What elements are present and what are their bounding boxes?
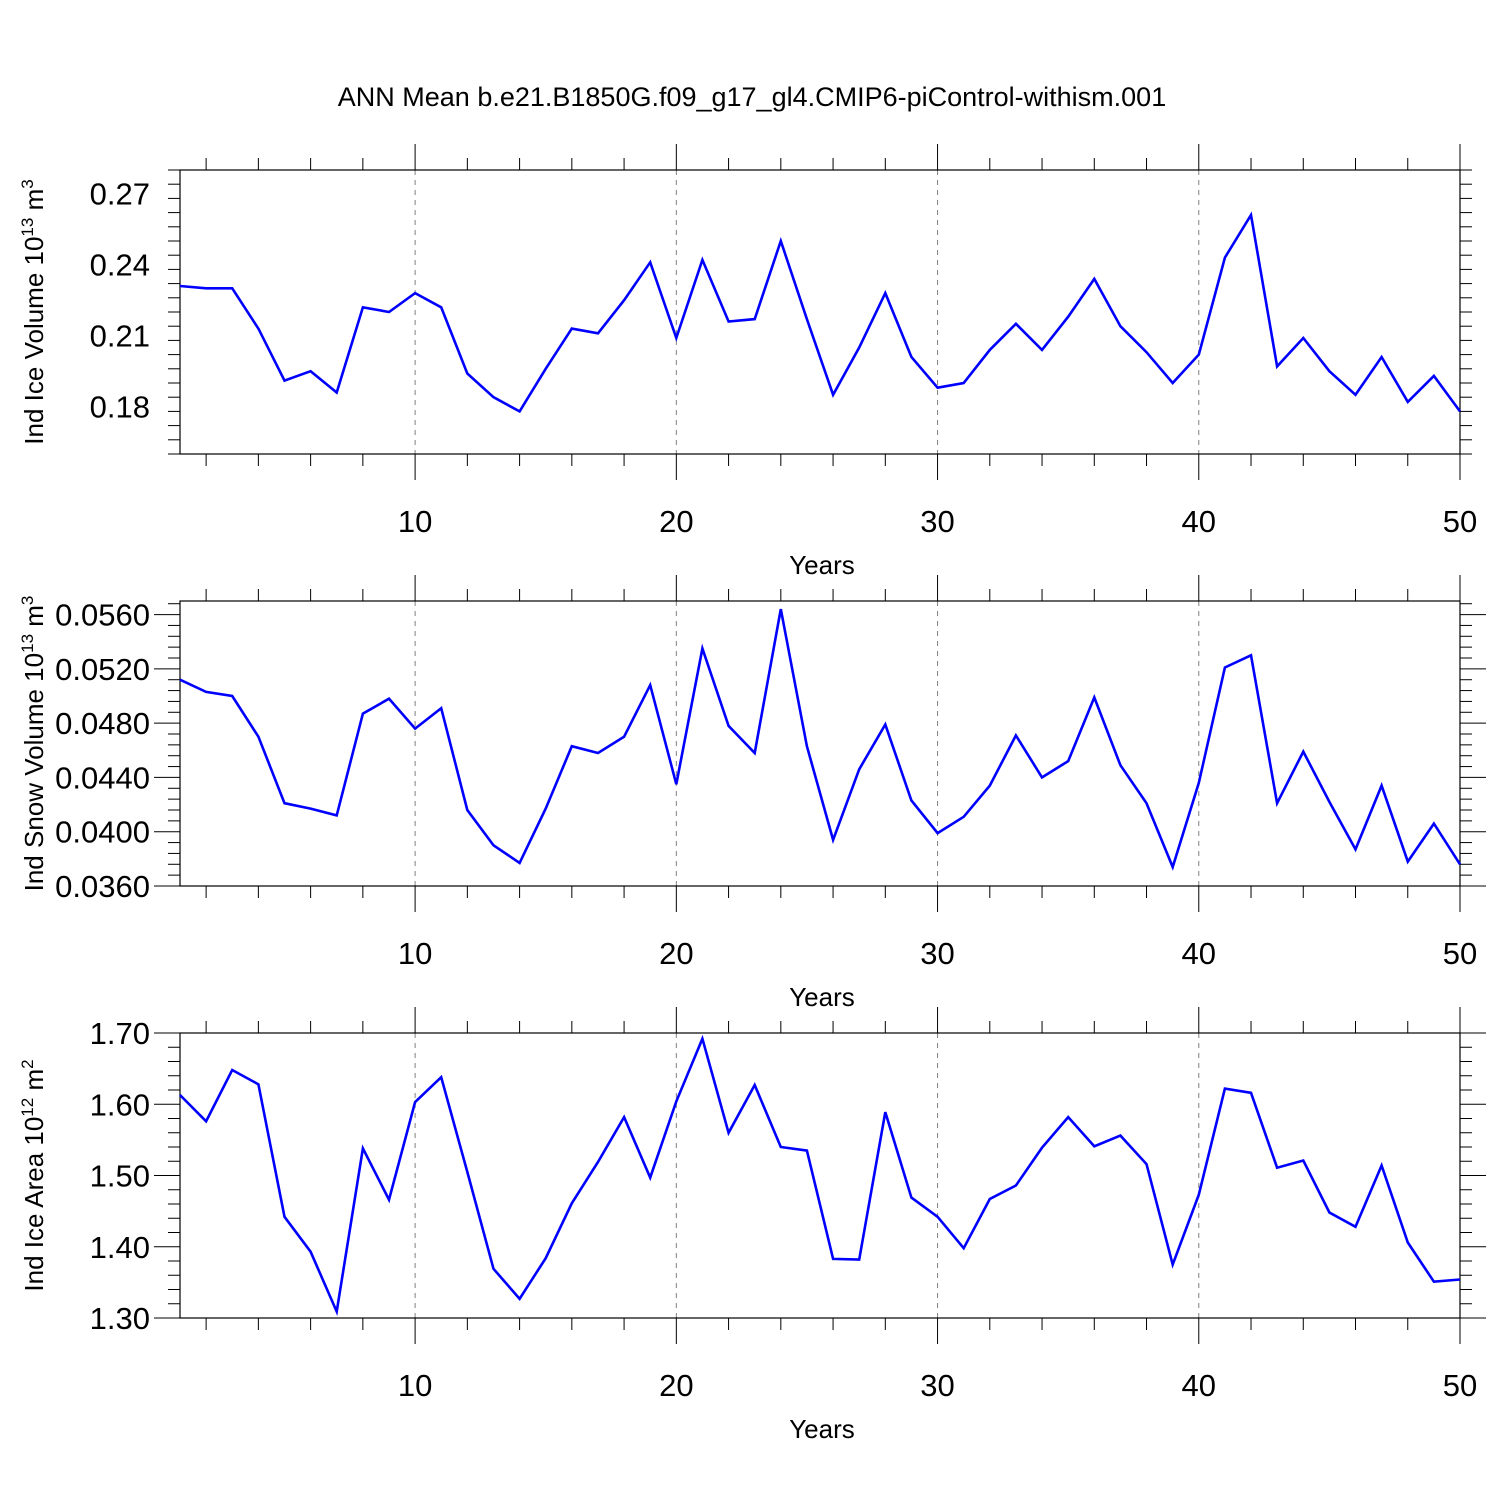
panel-1: 0.18 0.21 0.24 0.27 10 20 30 40 50 Years Ind Ice V… bbox=[18, 144, 1477, 580]
x-tick-label: 50 bbox=[1443, 504, 1477, 539]
y-tick-label: 0.27 bbox=[90, 177, 150, 212]
x-tick-label: 30 bbox=[920, 936, 954, 971]
y-tick-label: 1.30 bbox=[90, 1301, 150, 1336]
y-tick-label: 1.50 bbox=[90, 1159, 150, 1194]
x-tick-label: 30 bbox=[920, 1368, 954, 1403]
panel-2: 0.0360 0.0400 0.0440 0.0480 0.0520 0.0560 10 20… bbox=[18, 575, 1486, 1012]
x-axis-label: Years bbox=[789, 982, 855, 1012]
panel-3: 1.30 1.40 1.50 1.60 1.70 10 20 30 40 50 Years Ind I… bbox=[18, 1007, 1486, 1444]
data-series-line bbox=[179, 608, 1462, 871]
x-axis-label: Years bbox=[789, 550, 855, 580]
y-axis-label: Ind Ice Area 1012 m2 bbox=[18, 1059, 49, 1291]
x-tick-label: 50 bbox=[1443, 1368, 1477, 1403]
x-tick-label: 20 bbox=[659, 504, 693, 539]
y-tick-label: 0.0400 bbox=[55, 815, 150, 850]
y-tick-label: 0.18 bbox=[90, 390, 150, 425]
y-tick-label: 1.60 bbox=[90, 1087, 150, 1122]
data-series-line bbox=[179, 1034, 1461, 1317]
y-tick-label: 0.0520 bbox=[55, 652, 150, 687]
x-tick-label: 10 bbox=[398, 936, 432, 971]
x-tick-label: 50 bbox=[1443, 936, 1477, 971]
x-tick-label: 10 bbox=[398, 1368, 432, 1403]
y-axis-label: Ind Ice Volume 1013 m3 bbox=[18, 179, 49, 444]
y-tick-label: 0.0360 bbox=[55, 869, 150, 904]
x-tick-label: 20 bbox=[659, 936, 693, 971]
x-tick-label: 40 bbox=[1182, 1368, 1216, 1403]
x-axis-label: Years bbox=[789, 1414, 855, 1444]
plot-frame bbox=[179, 1032, 1461, 1319]
plot-frame bbox=[179, 600, 1461, 887]
y-tick-label: 1.70 bbox=[90, 1016, 150, 1051]
y-tick-label: 1.40 bbox=[90, 1230, 150, 1265]
y-tick-label: 0.0480 bbox=[55, 706, 150, 741]
y-tick-label: 0.0560 bbox=[55, 598, 150, 633]
x-tick-label: 40 bbox=[1182, 936, 1216, 971]
y-tick-label: 0.21 bbox=[90, 319, 150, 354]
chart-title: ANN Mean b.e21.B1850G.f09_g17_gl4.CMIP6-… bbox=[338, 82, 1166, 112]
y-axis-label: Ind Snow Volume 1013 m3 bbox=[18, 596, 49, 892]
y-tick-label: 0.24 bbox=[90, 248, 150, 283]
chart-panels: 0.18 0.21 0.24 0.27 10 20 30 40 50 Years Ind Ice V… bbox=[18, 144, 1486, 1444]
data-series-line bbox=[179, 211, 1462, 414]
y-tick-label: 0.0440 bbox=[55, 760, 150, 795]
x-tick-label: 10 bbox=[398, 504, 432, 539]
x-tick-label: 30 bbox=[920, 504, 954, 539]
x-tick-label: 20 bbox=[659, 1368, 693, 1403]
x-tick-label: 40 bbox=[1182, 504, 1216, 539]
